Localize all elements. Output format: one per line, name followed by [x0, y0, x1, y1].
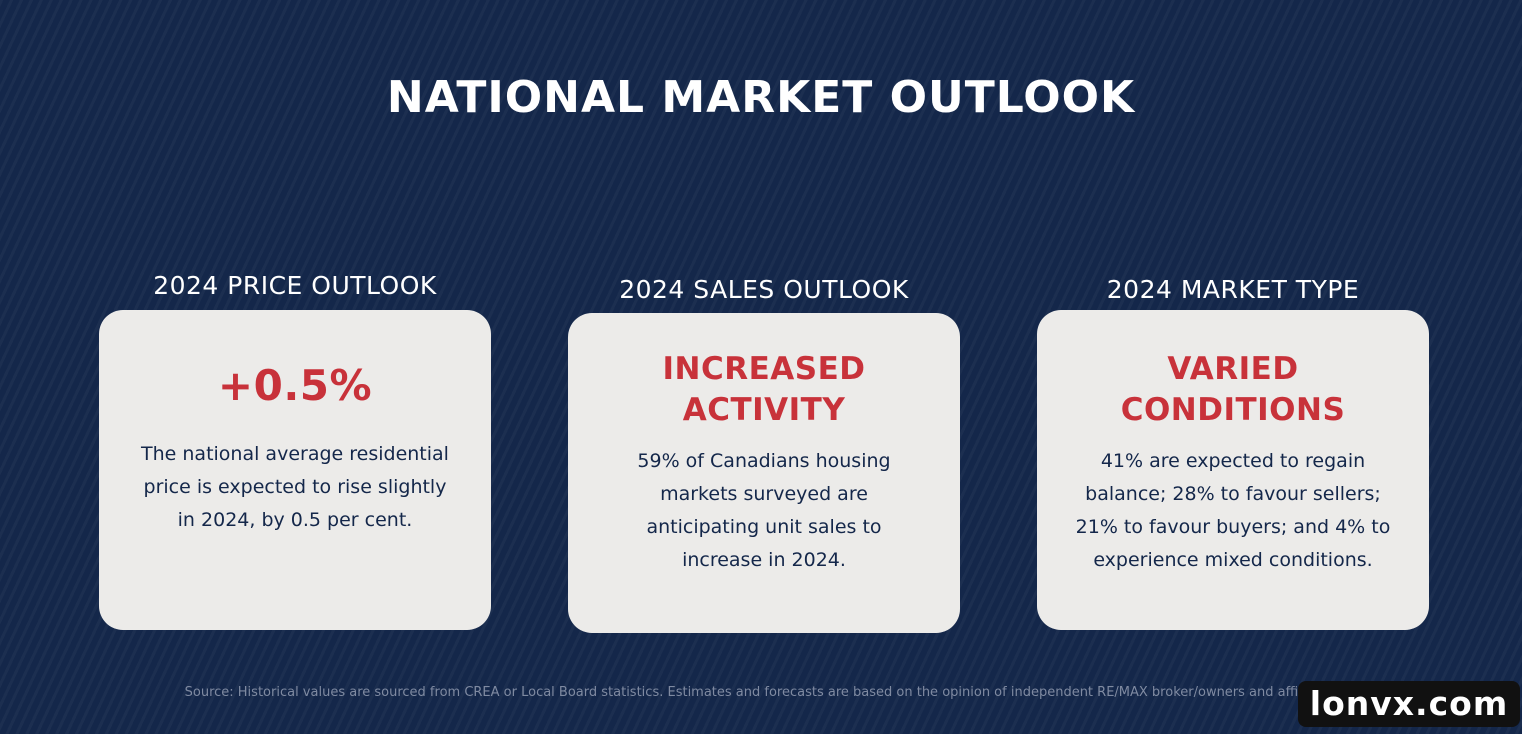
- sales-outlook-headline-line-1: INCREASED: [662, 351, 866, 387]
- price-outlook-body: The national average residential price i…: [141, 443, 449, 531]
- sales-outlook-body: 59% of Canadians housing markets surveye…: [637, 450, 891, 571]
- source-note: Source: Historical values are sourced fr…: [184, 685, 1338, 700]
- price-outlook-headline: +0.5%: [217, 361, 373, 410]
- market-type-heading: 2024 MARKET TYPE: [1106, 275, 1360, 304]
- market-type-card: VARIED CONDITIONS 41% are expected to re…: [1037, 310, 1429, 630]
- watermark-logo: lonvx.com: [1298, 681, 1520, 727]
- sales-outlook-card: INCREASED ACTIVITY 59% of Canadians hous…: [568, 313, 960, 633]
- page-title: NATIONAL MARKET OUTLOOK: [386, 72, 1136, 123]
- market-type-body: 41% are expected to regain balance; 28% …: [1075, 450, 1391, 571]
- sales-outlook-heading: 2024 SALES OUTLOOK: [619, 275, 909, 304]
- market-type-headline-line-1: VARIED: [1167, 351, 1299, 387]
- market-type-headline-line-2: CONDITIONS: [1120, 392, 1346, 428]
- price-outlook-card: +0.5% The national average residential p…: [99, 310, 491, 630]
- sales-outlook-headline-line-2: ACTIVITY: [682, 392, 846, 428]
- price-outlook-heading: 2024 PRICE OUTLOOK: [153, 271, 437, 300]
